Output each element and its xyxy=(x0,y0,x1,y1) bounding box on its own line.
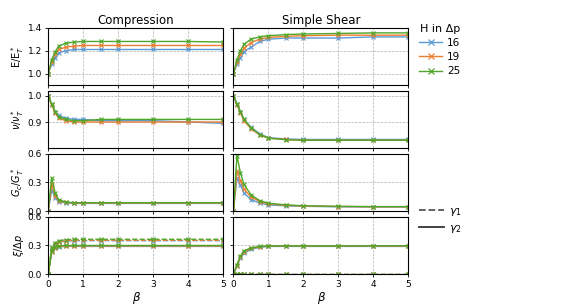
Y-axis label: $G_c$/$G_T^*$: $G_c$/$G_T^*$ xyxy=(10,168,26,197)
Y-axis label: $\xi$/$\Delta p$: $\xi$/$\Delta p$ xyxy=(12,234,26,257)
Title: Compression: Compression xyxy=(98,14,174,26)
Y-axis label: $\nu$/$\nu_T^*$: $\nu$/$\nu_T^*$ xyxy=(10,109,26,130)
X-axis label: β: β xyxy=(132,291,139,304)
Title: Simple Shear: Simple Shear xyxy=(282,14,360,26)
X-axis label: β: β xyxy=(317,291,324,304)
Legend: 16, 19, 25: 16, 19, 25 xyxy=(419,24,460,76)
Y-axis label: E/E$_T^*$: E/E$_T^*$ xyxy=(10,45,26,67)
Legend: $\gamma_1$, $\gamma_2$: $\gamma_1$, $\gamma_2$ xyxy=(420,206,462,235)
